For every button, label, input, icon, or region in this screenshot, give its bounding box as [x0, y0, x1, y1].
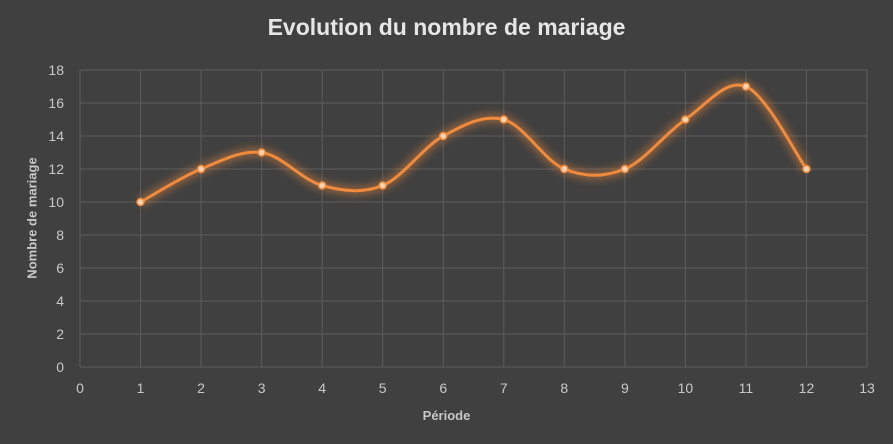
- y-tick-label: 14: [48, 128, 64, 144]
- data-point: [257, 148, 266, 157]
- data-point: [620, 164, 630, 174]
- data-point: [378, 181, 387, 190]
- x-axis-title: Période: [422, 408, 471, 423]
- x-tick-label: 10: [678, 380, 694, 396]
- y-tick-label: 0: [56, 359, 64, 375]
- data-point: [499, 115, 509, 124]
- x-tick-label: 3: [258, 380, 266, 396]
- y-tick-label: 18: [48, 62, 64, 78]
- y-axis-title: Nombre de mariage: [24, 157, 40, 279]
- data-point: [560, 164, 569, 174]
- x-tick-label: 7: [500, 380, 508, 396]
- y-tick-label: 4: [56, 293, 64, 309]
- chart-title: Evolution du nombre de mariage: [267, 14, 626, 40]
- y-tick-label: 2: [56, 326, 64, 342]
- x-tick-label: 12: [799, 380, 815, 396]
- x-tick-label: 13: [859, 380, 875, 396]
- data-point: [317, 181, 327, 190]
- x-tick-label: 0: [76, 380, 84, 396]
- data-point: [196, 164, 206, 174]
- x-tick-label: 2: [197, 380, 205, 396]
- x-tick-label: 8: [560, 380, 568, 396]
- x-tick-label: 1: [137, 380, 145, 396]
- data-point: [681, 115, 690, 124]
- x-tick-label: 11: [739, 380, 754, 396]
- y-tick-label: 10: [48, 194, 64, 210]
- y-tick-label: 16: [48, 95, 64, 111]
- x-tick-label: 9: [621, 380, 629, 396]
- data-point: [438, 131, 448, 141]
- data-point: [136, 197, 145, 207]
- y-tick-label: 6: [56, 260, 64, 276]
- y-tick-label: 12: [48, 161, 64, 177]
- data-point: [741, 82, 751, 91]
- x-tick-label: 6: [439, 380, 447, 396]
- y-tick-label: 8: [56, 227, 64, 243]
- x-tick-label: 4: [318, 380, 326, 396]
- x-tick-label: 5: [379, 380, 387, 396]
- data-point: [802, 164, 811, 174]
